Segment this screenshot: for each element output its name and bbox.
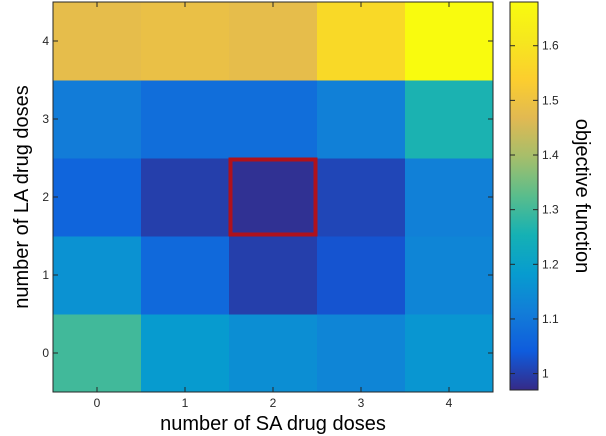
heatmap-cell bbox=[405, 314, 494, 393]
y-tick-label: 0 bbox=[42, 346, 49, 360]
x-tick-label: 0 bbox=[94, 396, 101, 410]
colorbar-tick-label: 1.1 bbox=[542, 312, 559, 326]
y-axis-ticks: 0 1 2 3 4 bbox=[42, 34, 493, 360]
y-axis-label: number of LA drug doses bbox=[11, 85, 33, 308]
heatmap-cell bbox=[229, 236, 318, 315]
colorbar-tick-label: 1.5 bbox=[542, 93, 559, 107]
heatmap-cell bbox=[53, 236, 142, 315]
colorbar-tick-label: 1.3 bbox=[542, 203, 559, 217]
x-tick-label: 2 bbox=[270, 396, 277, 410]
heatmap-cell bbox=[141, 236, 230, 315]
heatmap-cells bbox=[53, 2, 494, 393]
heatmap-cell bbox=[141, 2, 230, 81]
x-tick-label: 1 bbox=[182, 396, 189, 410]
x-tick-label: 4 bbox=[446, 396, 453, 410]
heatmap-cell bbox=[229, 2, 318, 81]
heatmap-cell bbox=[405, 2, 494, 81]
heatmap-cell bbox=[405, 80, 494, 159]
heatmap-cell bbox=[53, 158, 142, 237]
heatmap-cell bbox=[229, 314, 318, 393]
heatmap-cell bbox=[141, 158, 230, 237]
y-tick-label: 2 bbox=[42, 190, 49, 204]
colorbar-tick-label: 1 bbox=[542, 367, 549, 381]
heatmap-cell bbox=[405, 158, 494, 237]
x-axis-ticks: 0 1 2 3 4 bbox=[94, 2, 453, 410]
y-tick-label: 1 bbox=[42, 268, 49, 282]
optimum-highlight-box bbox=[228, 157, 318, 237]
heatmap-cell bbox=[53, 314, 142, 393]
heatmap-cell bbox=[317, 314, 406, 393]
colorbar-tick-label: 1.4 bbox=[542, 148, 559, 162]
heatmap-cell bbox=[229, 158, 318, 237]
heatmap-cell bbox=[317, 236, 406, 315]
colorbar bbox=[509, 1, 539, 391]
heatmap-cell bbox=[405, 236, 494, 315]
heatmap-cell bbox=[53, 80, 142, 159]
colorbar-tick-label: 1.6 bbox=[542, 39, 559, 53]
colorbar-ticks: 1 1.1 1.2 1.3 1.4 1.5 1.6 bbox=[510, 39, 559, 381]
heatmap-cell bbox=[317, 80, 406, 159]
heatmap-cell bbox=[229, 80, 318, 159]
heatmap-cell bbox=[317, 158, 406, 237]
heatmap-cell bbox=[317, 2, 406, 81]
colorbar-tick-label: 1.2 bbox=[542, 257, 559, 271]
x-axis-label: number of SA drug doses bbox=[160, 413, 386, 435]
heatmap-cell bbox=[141, 314, 230, 393]
colorbar-label: objective function bbox=[571, 119, 593, 274]
x-tick-label: 3 bbox=[358, 396, 365, 410]
y-tick-label: 3 bbox=[42, 112, 49, 126]
heatmap-cell bbox=[53, 2, 142, 81]
heatmap-cell bbox=[141, 80, 230, 159]
y-tick-label: 4 bbox=[42, 34, 49, 48]
